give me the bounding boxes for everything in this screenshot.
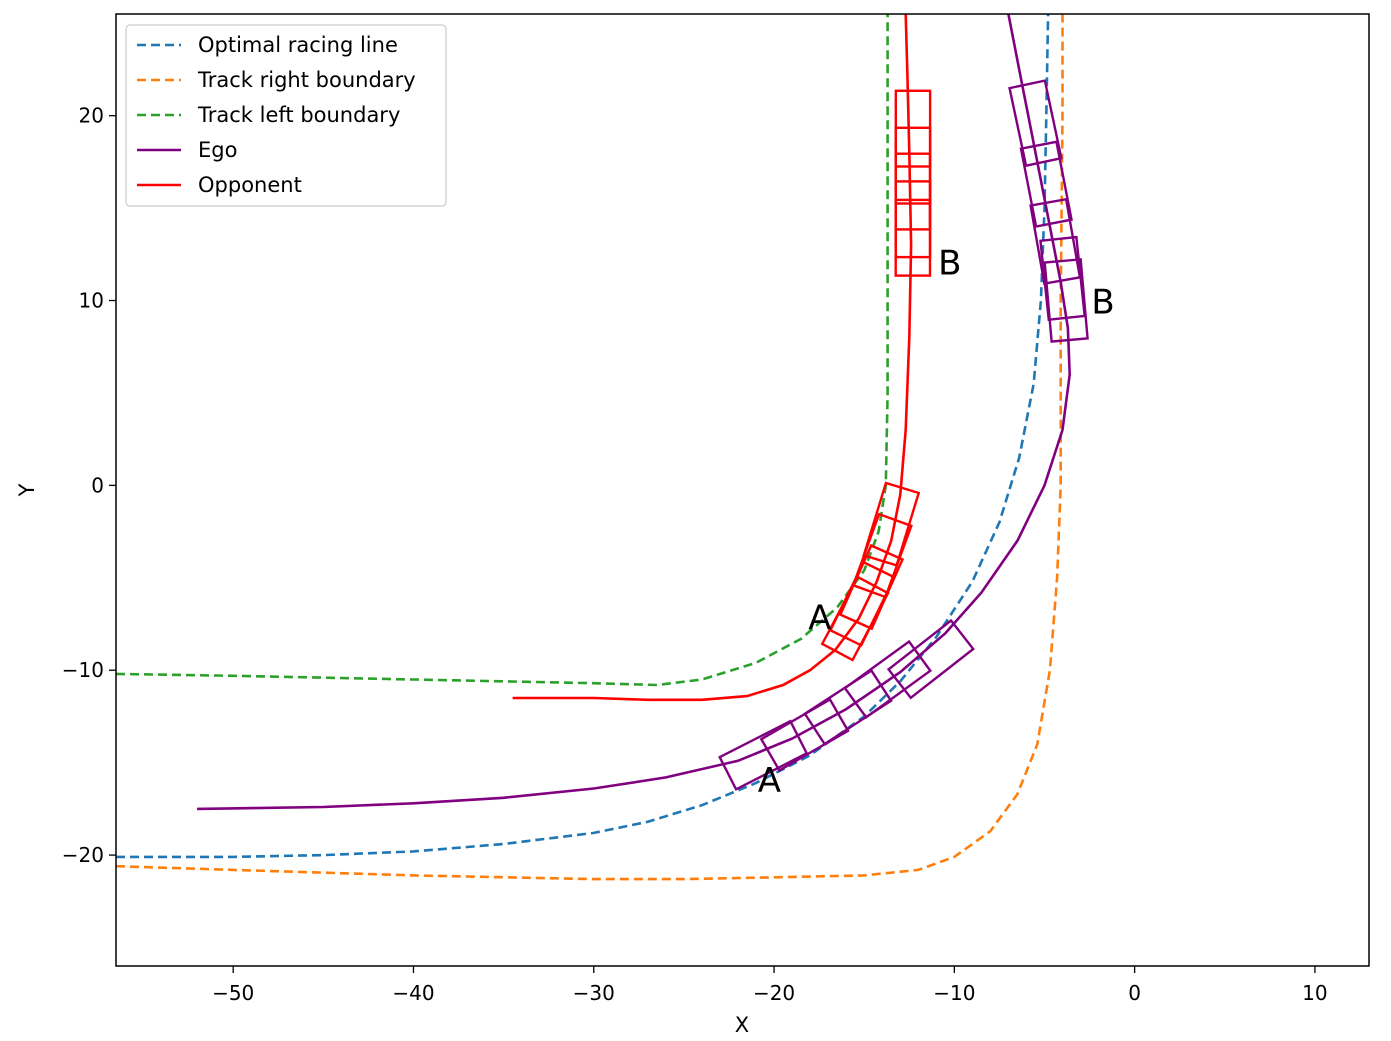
series-line-ego <box>197 14 1072 811</box>
vehicle-footprint <box>1043 258 1089 343</box>
y-tick-label: 0 <box>91 473 104 497</box>
x-tick-label: −10 <box>933 981 975 1005</box>
annotation-layer: B B A A <box>758 244 1115 802</box>
x-tick-label: −30 <box>573 981 615 1005</box>
vehicle-footprint <box>803 668 893 746</box>
y-axis-label: Y <box>15 483 39 497</box>
legend-label-opponent: Opponent <box>198 173 302 197</box>
plot-frame <box>115 13 1370 967</box>
y-tick-label: 10 <box>79 289 104 313</box>
x-tick-label: −20 <box>753 981 795 1005</box>
y-tick-label: −20 <box>62 843 104 867</box>
x-axis-ticks: −50 −40 −30 −20 −10 0 10 <box>212 966 1328 1005</box>
vehicle-footprint <box>1008 79 1063 168</box>
vehicle-footprint <box>862 481 921 567</box>
vehicle-footprint <box>759 697 850 773</box>
footprint-layer <box>718 79 1089 791</box>
annotation-label: B <box>938 244 961 284</box>
legend-label-ego: Ego <box>198 138 237 162</box>
x-tick-label: 0 <box>1128 981 1141 1005</box>
x-tick-label: 10 <box>1302 981 1327 1005</box>
x-axis-label: X <box>735 1013 749 1037</box>
y-axis-ticks: −20 −10 0 10 20 <box>62 104 116 867</box>
x-tick-label: −40 <box>392 981 434 1005</box>
vehicle-footprint <box>894 198 932 277</box>
vehicle-footprint <box>851 512 913 599</box>
legend-label-track-right-boundary: Track right boundary <box>197 68 416 92</box>
legend-label-optimal-racing-line: Optimal racing line <box>198 33 398 57</box>
y-tick-label: 20 <box>79 104 104 128</box>
annotation-label: B <box>1091 283 1114 323</box>
annotation-label: A <box>758 761 781 801</box>
series-line-track-right-boundary <box>116 14 1064 881</box>
y-tick-label: −10 <box>62 658 104 682</box>
annotation-label: A <box>808 599 831 639</box>
vehicle-footprint <box>886 618 975 700</box>
legend-label-track-left-boundary: Track left boundary <box>197 103 400 127</box>
legend-box <box>125 24 447 207</box>
series-line-track-left-boundary <box>116 14 889 687</box>
vehicle-footprint <box>820 575 890 662</box>
vehicle-footprint <box>718 719 809 791</box>
legend: Optimal racing line Track right boundary T… <box>125 24 447 207</box>
vehicle-footprint <box>843 639 932 720</box>
vehicle-footprint <box>1039 235 1086 321</box>
x-tick-label: −50 <box>212 981 254 1005</box>
vehicle-footprint <box>1019 140 1073 228</box>
